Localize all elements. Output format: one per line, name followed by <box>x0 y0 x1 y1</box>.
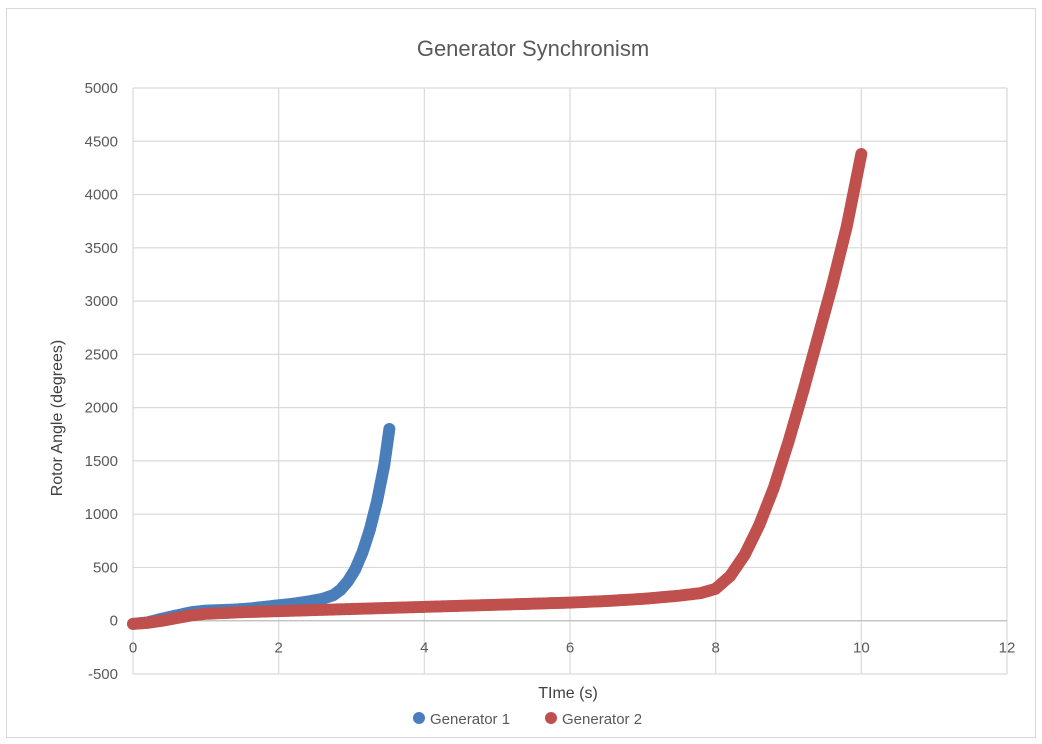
data-point <box>855 148 868 161</box>
y-tick-label: 500 <box>93 559 118 576</box>
series-1 <box>127 422 396 630</box>
x-axis-label: TIme (s) <box>538 685 598 702</box>
y-tick-label: 5000 <box>85 80 118 97</box>
axes: -500050010001500200025003000350040004500… <box>85 80 1016 683</box>
x-tick-label: 0 <box>129 640 137 657</box>
y-tick-label: 0 <box>110 613 118 630</box>
legend-label-generator-2: Generator 2 <box>562 711 642 728</box>
x-tick-label: 12 <box>999 640 1016 657</box>
y-tick-label: 3500 <box>85 240 118 257</box>
x-tick-label: 2 <box>274 640 282 657</box>
data-point <box>383 422 396 435</box>
y-axis-label: Rotor Angle (degrees) <box>49 340 66 497</box>
y-tick-label: 3000 <box>85 293 118 310</box>
y-tick-label: -500 <box>88 666 118 683</box>
legend-marker-generator-1 <box>413 712 425 724</box>
y-tick-label: 2500 <box>85 346 118 363</box>
legend: Generator 1 Generator 2 <box>413 711 642 728</box>
y-tick-label: 4500 <box>85 133 118 150</box>
legend-marker-generator-2 <box>545 712 557 724</box>
x-tick-label: 6 <box>566 640 574 657</box>
x-tick-label: 8 <box>711 640 719 657</box>
y-tick-label: 1500 <box>85 453 118 470</box>
marks <box>127 148 868 630</box>
x-tick-label: 4 <box>420 640 428 657</box>
series-2 <box>127 148 868 630</box>
grid <box>132 87 1008 675</box>
chart-title: Generator Synchronism <box>417 36 649 61</box>
y-tick-label: 4000 <box>85 187 118 204</box>
y-tick-label: 1000 <box>85 506 118 523</box>
x-tick-label: 10 <box>853 640 870 657</box>
y-tick-label: 2000 <box>85 400 118 417</box>
legend-label-generator-1: Generator 1 <box>430 711 510 728</box>
